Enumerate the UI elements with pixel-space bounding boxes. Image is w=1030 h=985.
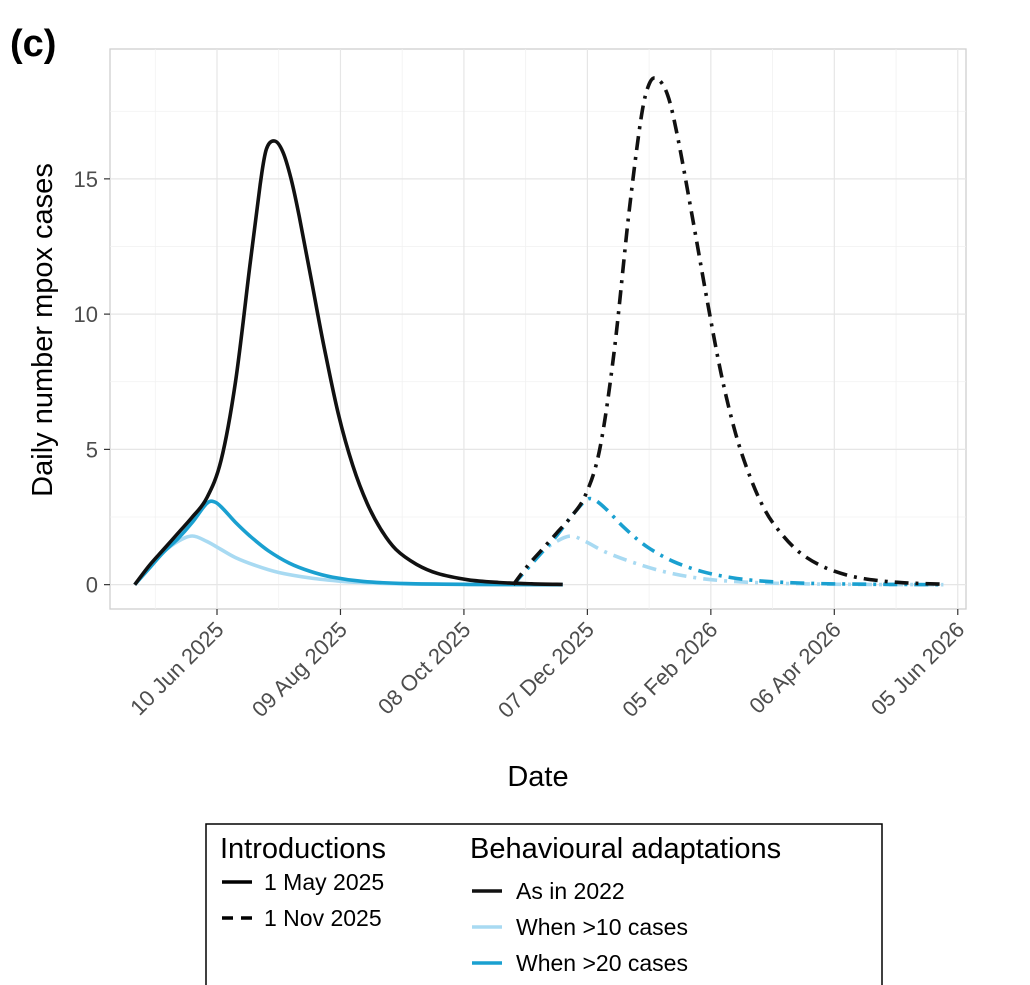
legend-items: 1 May 2025 1 Nov 2025 As in 2022 When >10 c… <box>222 869 688 976</box>
y-tick-label: 15 <box>74 167 98 192</box>
x-tick-label: 05 Jun 2026 <box>866 617 969 720</box>
x-tick-label: 08 Oct 2025 <box>373 617 475 719</box>
x-tick-label: 06 Apr 2026 <box>744 617 846 719</box>
legend-label-introduction: 1 May 2025 <box>264 869 384 895</box>
x-tick-label: 05 Feb 2026 <box>617 617 722 722</box>
x-axis-title: Date <box>507 761 568 793</box>
y-axis: 0 5 10 15 <box>74 167 110 598</box>
x-tick-label: 09 Aug 2025 <box>247 617 352 722</box>
series-line <box>511 76 944 586</box>
plot-area <box>109 48 967 610</box>
legend-label-adaptation: When >20 cases <box>516 950 688 976</box>
legend-adaptations-title: Behavioural adaptations <box>470 833 781 865</box>
y-tick-label: 5 <box>86 437 98 462</box>
legend-label-adaptation: As in 2022 <box>516 878 625 904</box>
y-tick-label: 10 <box>74 302 98 327</box>
legend: Introductions Behavioural adaptations 1 … <box>205 823 883 985</box>
series-line <box>133 499 563 587</box>
legend-label-introduction: 1 Nov 2025 <box>264 905 382 931</box>
legend-box <box>205 823 883 985</box>
series-line <box>133 139 563 587</box>
x-tick-label: 10 Jun 2025 <box>125 617 228 720</box>
x-axis: 10 Jun 2025 09 Aug 2025 08 Oct 2025 07 Dec … <box>125 609 969 723</box>
series-layer <box>133 76 944 587</box>
panel-border <box>109 48 967 610</box>
x-tick-label: 07 Dec 2025 <box>493 617 599 723</box>
legend-label-adaptation: When >10 cases <box>516 914 688 940</box>
series-line <box>511 496 944 587</box>
series-line <box>511 534 944 587</box>
legend-introductions-title: Introductions <box>220 833 386 865</box>
y-tick-label: 0 <box>86 573 98 598</box>
panel-label: (c) <box>10 23 56 65</box>
y-axis-title: Daily number mpox cases <box>27 163 59 497</box>
